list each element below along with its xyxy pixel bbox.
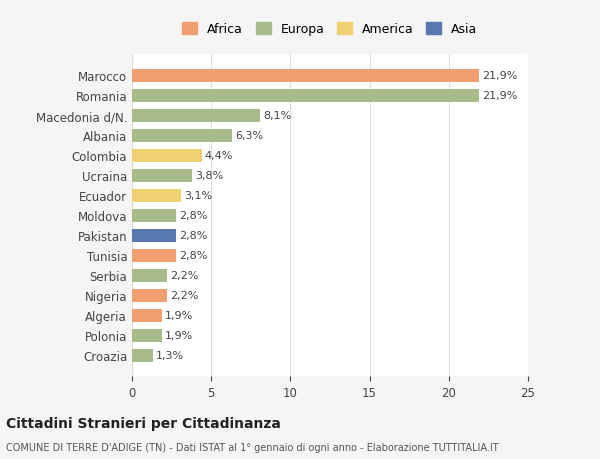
Text: 2,8%: 2,8% <box>179 211 208 221</box>
Text: 8,1%: 8,1% <box>263 111 292 121</box>
Bar <box>132 90 479 102</box>
Legend: Africa, Europa, America, Asia: Africa, Europa, America, Asia <box>179 20 481 40</box>
Bar <box>132 150 202 162</box>
Text: 4,4%: 4,4% <box>205 151 233 161</box>
Bar <box>132 229 176 242</box>
Bar <box>132 169 192 182</box>
Text: 6,3%: 6,3% <box>235 131 263 141</box>
Text: 2,8%: 2,8% <box>179 251 208 261</box>
Text: 3,1%: 3,1% <box>184 191 212 201</box>
Text: 1,9%: 1,9% <box>165 330 194 340</box>
Text: 2,2%: 2,2% <box>170 270 199 280</box>
Bar <box>132 269 167 282</box>
Text: 1,3%: 1,3% <box>156 350 184 360</box>
Bar <box>132 309 162 322</box>
Bar <box>132 209 176 222</box>
Text: 2,8%: 2,8% <box>179 231 208 241</box>
Bar <box>132 189 181 202</box>
Bar <box>132 329 162 342</box>
Bar <box>132 349 152 362</box>
Text: COMUNE DI TERRE D'ADIGE (TN) - Dati ISTAT al 1° gennaio di ogni anno - Elaborazi: COMUNE DI TERRE D'ADIGE (TN) - Dati ISTA… <box>6 442 499 452</box>
Text: 21,9%: 21,9% <box>482 91 517 101</box>
Text: Cittadini Stranieri per Cittadinanza: Cittadini Stranieri per Cittadinanza <box>6 416 281 430</box>
Bar <box>132 289 167 302</box>
Text: 1,9%: 1,9% <box>165 310 194 320</box>
Bar <box>132 249 176 262</box>
Bar <box>132 110 260 123</box>
Text: 21,9%: 21,9% <box>482 71 517 81</box>
Text: 2,2%: 2,2% <box>170 291 199 301</box>
Text: 3,8%: 3,8% <box>196 171 224 181</box>
Bar <box>132 70 479 83</box>
Bar <box>132 129 232 142</box>
